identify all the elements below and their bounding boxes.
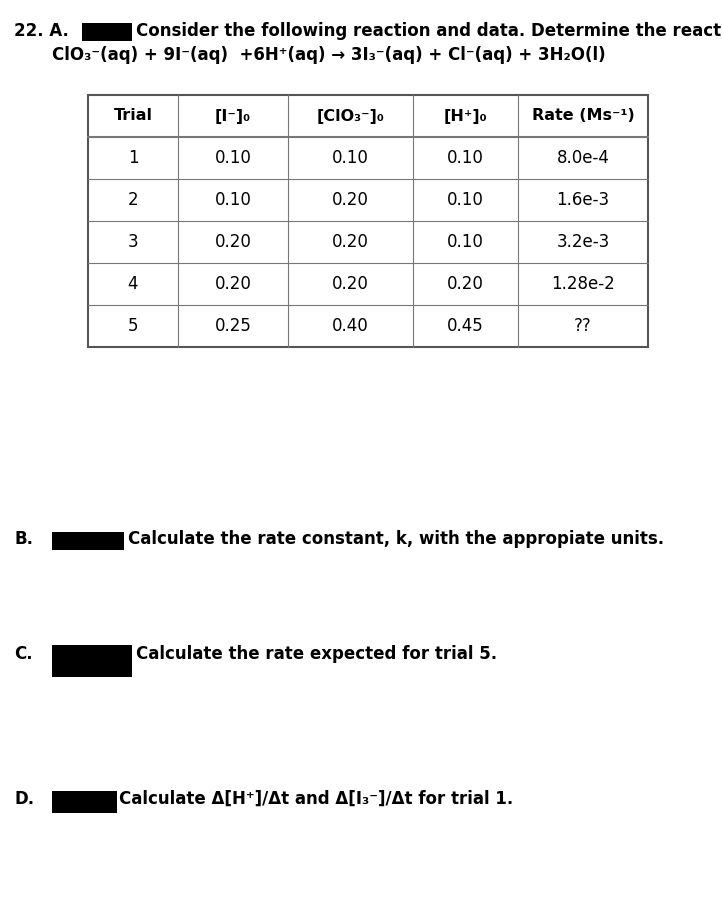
Text: 0.10: 0.10 [214,149,251,167]
Text: Calculate the rate constant, k, with the appropiate units.: Calculate the rate constant, k, with the… [128,530,664,548]
Text: 0.10: 0.10 [447,233,484,251]
Text: 3.2e-3: 3.2e-3 [557,233,609,251]
Text: 8.0e-4: 8.0e-4 [557,149,609,167]
Text: ClO₃⁻(aq) + 9I⁻(aq)  +6H⁺(aq) → 3I₃⁻(aq) + Cl⁻(aq) + 3H₂O(l): ClO₃⁻(aq) + 9I⁻(aq) +6H⁺(aq) → 3I₃⁻(aq) … [52,46,606,64]
Text: 0.20: 0.20 [214,233,251,251]
Text: Calculate the rate expected for trial 5.: Calculate the rate expected for trial 5. [136,645,497,663]
Text: 5: 5 [128,317,138,335]
Text: 4: 4 [128,275,138,293]
Text: 0.20: 0.20 [447,275,484,293]
Text: 0.10: 0.10 [447,191,484,209]
Text: Calculate Δ[H⁺]/Δt and Δ[I₃⁻]/Δt for trial 1.: Calculate Δ[H⁺]/Δt and Δ[I₃⁻]/Δt for tri… [119,790,513,808]
Text: 0.10: 0.10 [214,191,251,209]
FancyBboxPatch shape [52,645,132,677]
Text: 1: 1 [128,149,139,167]
Text: 0.45: 0.45 [447,317,484,335]
FancyBboxPatch shape [82,23,132,41]
Text: [I⁻]₀: [I⁻]₀ [215,108,251,123]
Text: 2: 2 [128,191,139,209]
Bar [88,95,648,347]
Text: D.: D. [14,790,34,808]
Text: 0.20: 0.20 [332,191,369,209]
Text: 0.10: 0.10 [447,149,484,167]
FancyBboxPatch shape [52,791,117,813]
Text: ??: ?? [574,317,592,335]
Text: 1.6e-3: 1.6e-3 [557,191,609,209]
Text: 1.28e-2: 1.28e-2 [551,275,615,293]
Text: 0.25: 0.25 [214,317,251,335]
Text: 0.20: 0.20 [332,275,369,293]
Text: [H⁺]₀: [H⁺]₀ [444,108,487,123]
Text: Trial: Trial [113,108,152,123]
Text: C.: C. [14,645,32,663]
Text: 22. A.: 22. A. [14,22,69,40]
Text: B.: B. [14,530,33,548]
FancyBboxPatch shape [52,532,124,550]
Text: 3: 3 [128,233,139,251]
Text: 0.20: 0.20 [214,275,251,293]
Text: Rate (Ms⁻¹): Rate (Ms⁻¹) [531,108,635,123]
Text: 0.40: 0.40 [332,317,369,335]
Text: [ClO₃⁻]₀: [ClO₃⁻]₀ [316,108,384,123]
Text: 0.10: 0.10 [332,149,369,167]
Text: 0.20: 0.20 [332,233,369,251]
Text: Consider the following reaction and data. Determine the reaction rate law.: Consider the following reaction and data… [136,22,722,40]
